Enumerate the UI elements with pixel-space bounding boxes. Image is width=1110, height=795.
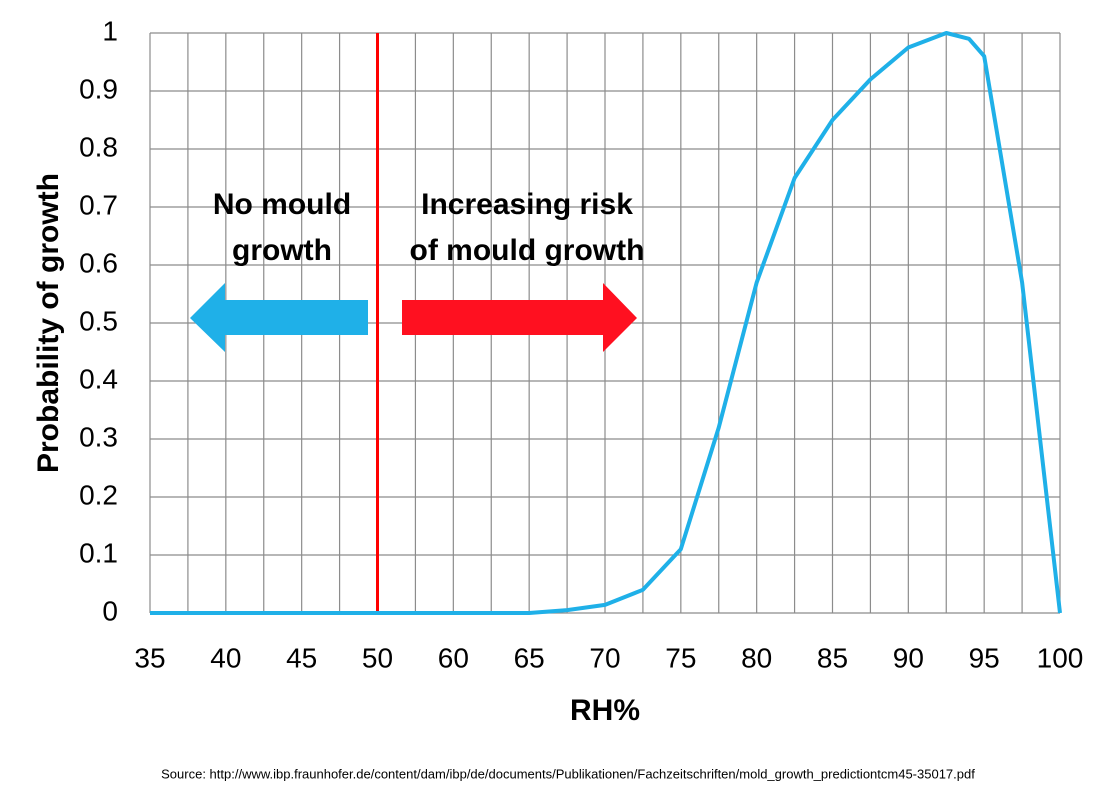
annotation: Increasing risk <box>421 188 633 221</box>
y-tick-label: 0.6 <box>79 247 118 278</box>
x-tick-label: 95 <box>969 642 1000 673</box>
y-tick-label: 0.7 <box>79 189 118 220</box>
x-tick-label: 100 <box>1037 642 1084 673</box>
y-tick-label: 0.8 <box>79 131 118 162</box>
left-arrow <box>190 283 368 352</box>
x-tick-label: 60 <box>438 642 469 673</box>
annotation: No mould <box>213 188 351 221</box>
x-tick-label: 50 <box>362 642 393 673</box>
x-tick-label: 75 <box>665 642 696 673</box>
y-tick-label: 0.9 <box>79 73 118 104</box>
x-tick-label: 35 <box>134 642 165 673</box>
data-line <box>150 31 1062 615</box>
x-tick-label: 85 <box>817 642 848 673</box>
x-tick-label: 65 <box>514 642 545 673</box>
y-tick-label: 0.5 <box>79 305 118 336</box>
source: Source: http://www.ibp.fraunhofer.de/con… <box>161 766 975 781</box>
y-tick-label: 0.2 <box>79 479 118 510</box>
y-axis-title: Probability of growth <box>32 173 65 473</box>
y-tick-label: 0 <box>102 595 118 626</box>
x-tick-label: 45 <box>286 642 317 673</box>
annotation: growth <box>232 234 332 267</box>
annotation: of mould growth <box>410 234 645 267</box>
x-tick-label: 90 <box>893 642 924 673</box>
x-tick-label: 70 <box>589 642 620 673</box>
x-tick-label: 80 <box>741 642 772 673</box>
y-tick-label: 0.3 <box>79 421 118 452</box>
y-tick-label: 1 <box>102 15 118 46</box>
right-arrow <box>402 283 637 352</box>
x-axis-title: RH% <box>570 694 640 727</box>
y-tick-label: 0.4 <box>79 363 118 394</box>
x-tick-label: 40 <box>210 642 241 673</box>
y-tick-label: 0.1 <box>79 537 118 568</box>
